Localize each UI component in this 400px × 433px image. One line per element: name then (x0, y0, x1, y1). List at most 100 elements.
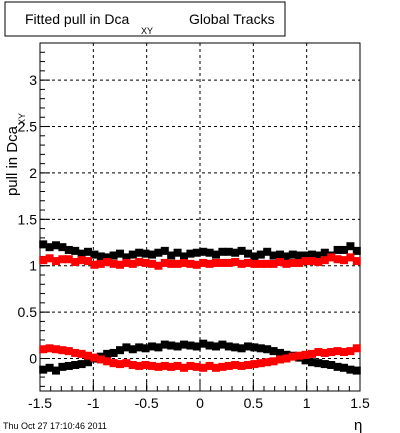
x-tick-label: 1 (303, 395, 311, 411)
data-point (52, 366, 60, 375)
data-point (39, 256, 48, 265)
data-point (58, 346, 67, 355)
data-point (71, 348, 80, 357)
chart-title: Fitted pull in Dca (25, 11, 129, 27)
data-point (250, 343, 259, 352)
data-series (39, 240, 361, 262)
data-point (109, 251, 118, 260)
data-point (148, 361, 156, 370)
data-point (77, 249, 86, 258)
data-point (71, 258, 80, 267)
data-point (64, 361, 73, 370)
data-point (77, 256, 86, 265)
data-point (352, 257, 361, 266)
data-point (320, 360, 329, 369)
data-point (180, 252, 188, 261)
timestamp: Thu Oct 27 17:10:46 2011 (3, 421, 107, 431)
data-point (295, 258, 304, 267)
data-point (276, 348, 284, 357)
data-point (244, 342, 252, 351)
data-point (186, 361, 195, 370)
data-point (154, 248, 163, 257)
y-axis-title: pull in Dca XY (4, 113, 27, 196)
data-point (58, 362, 67, 371)
data-point (39, 365, 48, 374)
data-point (64, 245, 73, 254)
data-point (308, 349, 316, 358)
data-point (340, 348, 348, 357)
data-series (39, 344, 361, 372)
data-point (141, 344, 150, 353)
data-point (77, 360, 86, 369)
data-point (340, 256, 348, 265)
data-point (180, 340, 188, 349)
data-point (135, 343, 144, 352)
x-tick-label: -1.5 (28, 395, 52, 411)
data-point (301, 251, 310, 260)
data-point (314, 359, 323, 368)
y-axis-label: pull in Dca (4, 125, 21, 196)
data-point (224, 247, 233, 256)
data-point (340, 363, 348, 372)
data-point (160, 246, 169, 255)
y-tick-labels: 0 0.5 1 1.5 2 2.5 3 (18, 72, 38, 366)
data-point (263, 259, 272, 268)
data-point (237, 361, 246, 370)
data-point (205, 341, 214, 350)
data-point (288, 250, 297, 259)
data-point (122, 253, 131, 262)
data-point (45, 363, 54, 372)
data-point (64, 347, 73, 356)
data-point (314, 258, 323, 267)
x-tick-label: -1 (87, 395, 100, 411)
data-point (116, 360, 124, 369)
data-point (263, 247, 272, 256)
chart-title-subscript: XY (141, 26, 153, 36)
data-point (77, 349, 86, 358)
data-point (205, 361, 214, 370)
data-point (269, 251, 278, 260)
data-series (39, 253, 361, 270)
data-point (231, 343, 240, 352)
data-point (212, 250, 220, 259)
data-point (109, 259, 118, 268)
data-point (186, 341, 195, 350)
data-point (212, 342, 220, 351)
data-point (333, 362, 342, 371)
data-point (141, 249, 150, 258)
data-point (45, 243, 54, 252)
x-tick-label: 1.5 (350, 395, 370, 411)
data-point (237, 344, 246, 353)
data-point (263, 345, 272, 354)
data-point (276, 250, 284, 259)
data-point (173, 259, 182, 268)
data-point (45, 254, 54, 263)
data-point (327, 361, 336, 370)
data-point (282, 252, 291, 261)
data-point (333, 245, 342, 254)
data-point (128, 250, 137, 259)
data-point (186, 249, 195, 258)
data-point (116, 260, 124, 269)
data-point (192, 362, 201, 371)
data-point (45, 344, 54, 353)
data-point (116, 249, 124, 258)
y-tick-label: 0 (29, 351, 37, 367)
data-point (352, 246, 361, 255)
data-point (103, 349, 112, 358)
data-point (333, 255, 342, 264)
data-point (128, 345, 137, 354)
data-series (39, 339, 361, 375)
y-tick-label: 1 (29, 258, 37, 274)
data-point (39, 240, 48, 249)
data-point (295, 351, 304, 360)
data-point (135, 361, 144, 370)
data-point (128, 259, 137, 268)
data-point (103, 357, 112, 366)
data-point (276, 258, 284, 267)
data-point (84, 247, 92, 256)
data-point (84, 358, 92, 367)
data-point (250, 259, 259, 268)
data-point (352, 366, 361, 375)
data-point (154, 362, 163, 371)
